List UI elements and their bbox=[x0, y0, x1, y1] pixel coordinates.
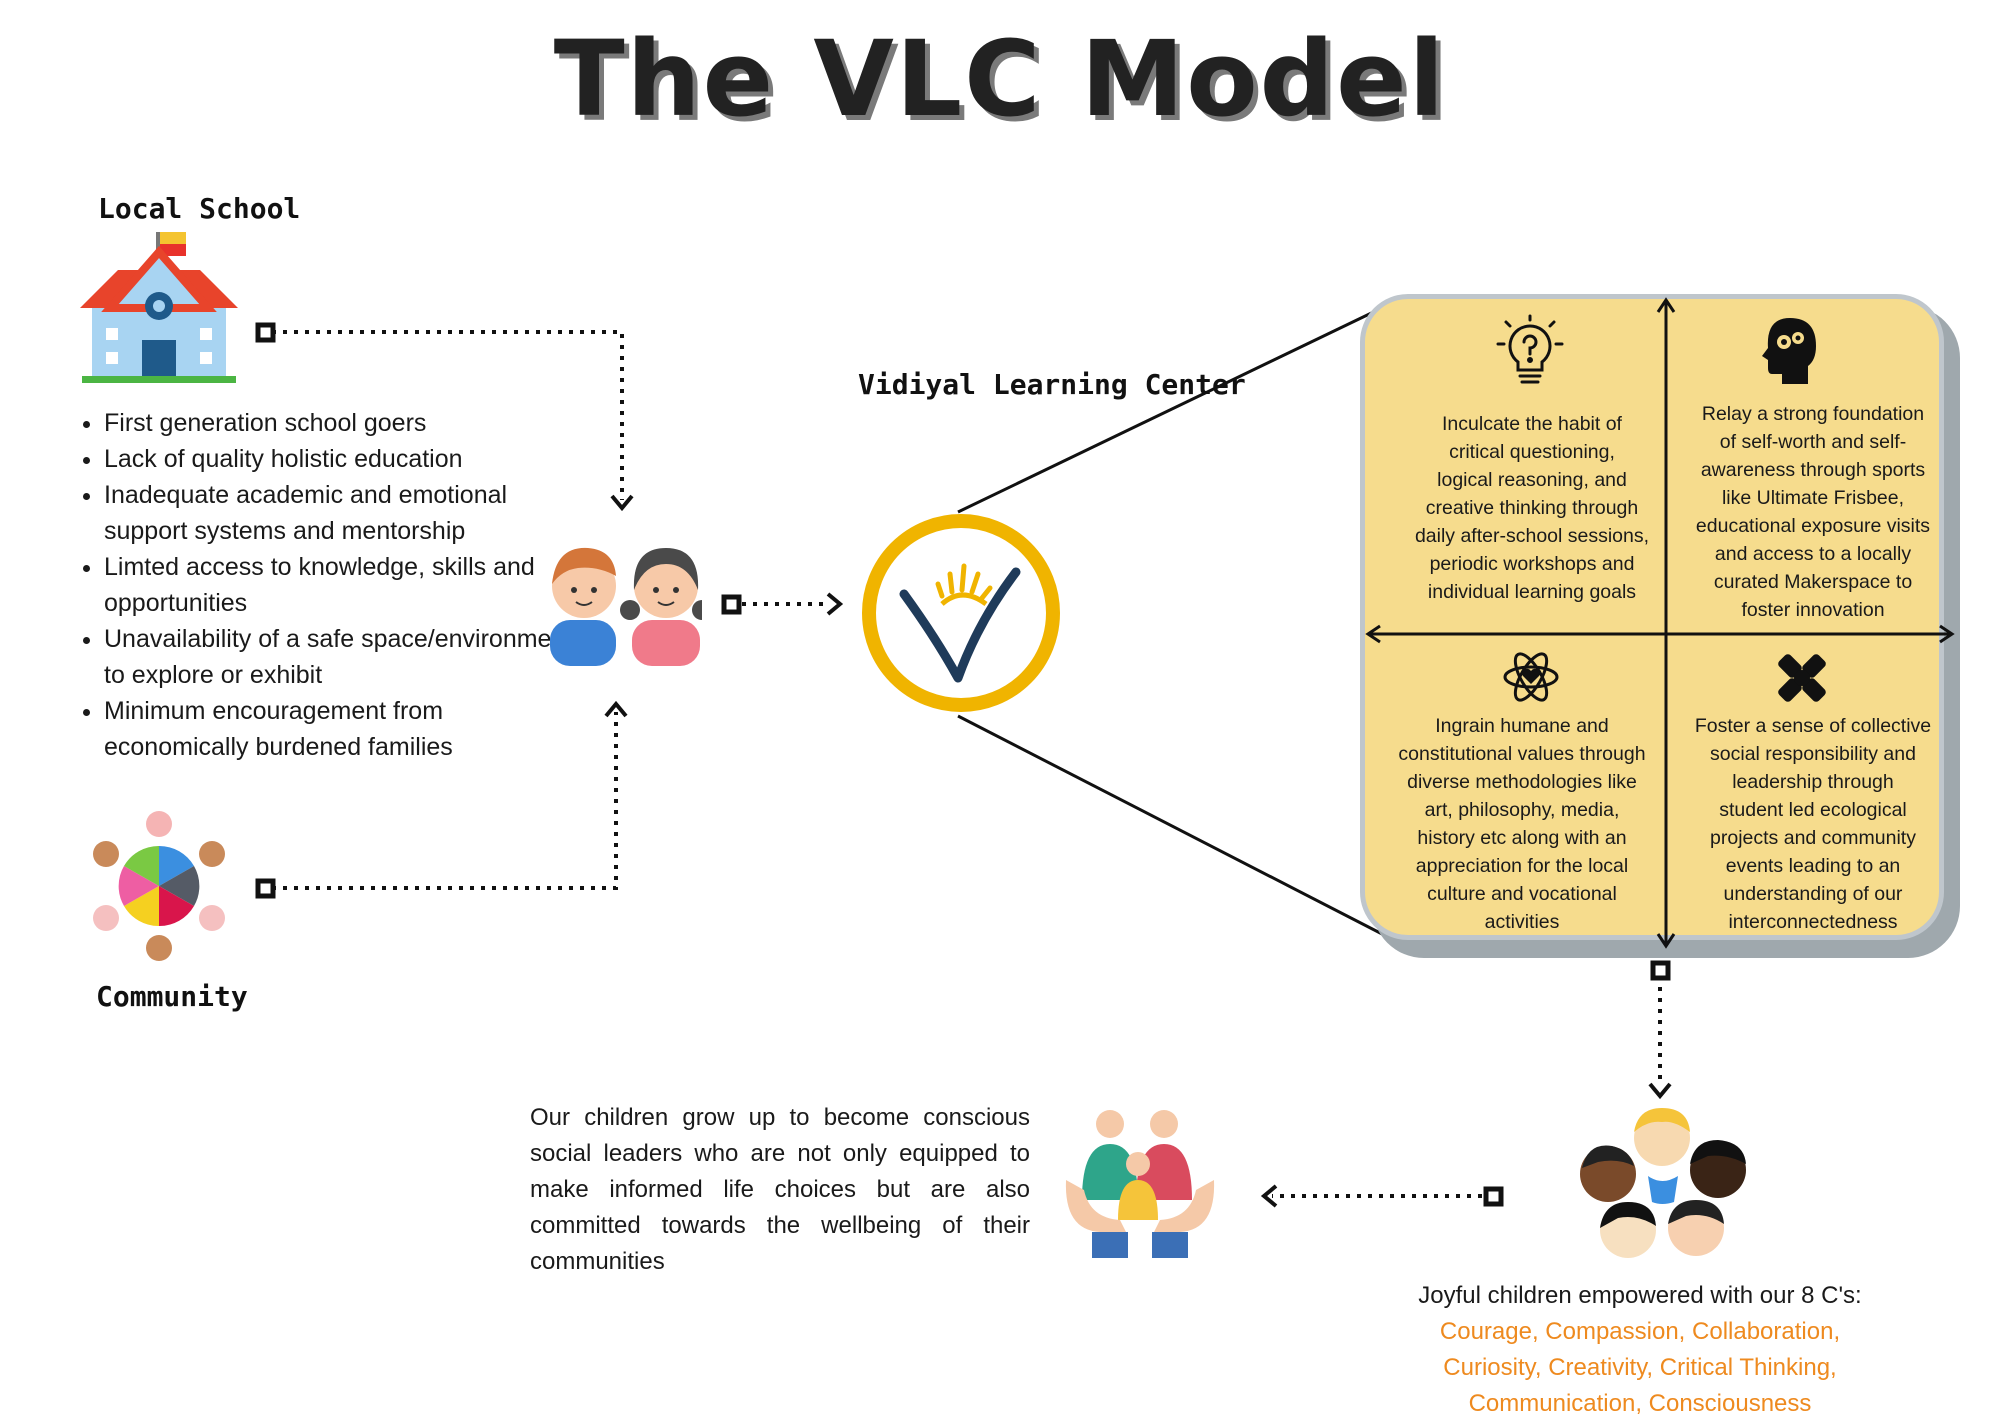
atom-heart-icon bbox=[1503, 652, 1559, 702]
vlc-quadrant-panel bbox=[1360, 294, 1944, 940]
list-item: First generation school goers bbox=[104, 405, 594, 441]
school-icon bbox=[80, 232, 238, 383]
lightbulb-question-icon bbox=[1496, 314, 1564, 384]
quadrant-top-right-text: Relay a strong foundation of self-worth … bbox=[1695, 403, 1931, 621]
eight-cs-line: Curiosity, Creativity, Critical Thinking… bbox=[1443, 1354, 1837, 1381]
eight-cs-text: Joyful children empowered with our 8 C's… bbox=[1360, 1278, 1920, 1422]
quadrant-axes bbox=[1365, 297, 1955, 949]
list-item: Minimum encouragement from economically … bbox=[104, 693, 594, 765]
vlc-logo-icon bbox=[862, 514, 1060, 712]
list-item: Limted access to knowledge, skills and o… bbox=[104, 549, 594, 621]
problems-list: First generation school goers Lack of qu… bbox=[70, 405, 594, 765]
outcome-text: Our children grow up to become conscious… bbox=[530, 1104, 1030, 1275]
list-item: Unavailability of a safe space/environme… bbox=[104, 621, 594, 693]
list-item: Inadequate academic and emotional suppor… bbox=[104, 477, 594, 549]
vlc-label: Vidiyal Learning Center bbox=[858, 368, 1246, 401]
community-to-children-connector bbox=[272, 712, 618, 890]
eight-cs-line: Courage, Compassion, Collaboration, bbox=[1439, 1318, 1841, 1345]
joined-hands-icon bbox=[1778, 654, 1826, 702]
eight-cs-intro: Joyful children empowered with our 8 C's… bbox=[1418, 1282, 1862, 1309]
quadrant-bottom-right-text: Foster a sense of collective social resp… bbox=[1694, 715, 1932, 933]
community-circle-icon bbox=[93, 811, 225, 961]
local-school-label: Local School bbox=[98, 192, 301, 225]
head-gears-icon bbox=[1762, 318, 1816, 384]
list-item: Lack of quality holistic education bbox=[104, 441, 594, 477]
eight-cs-line: Communication, Consciousness bbox=[1468, 1390, 1812, 1417]
family-hands-icon bbox=[1065, 1110, 1215, 1258]
children-icon bbox=[550, 547, 702, 666]
page-title: The VLC Model bbox=[553, 18, 1447, 140]
school-to-children-connector bbox=[272, 330, 624, 500]
joyful-children-icon bbox=[1580, 1108, 1746, 1258]
community-label: Community bbox=[96, 980, 248, 1013]
quadrant-bottom-left-text: Ingrain humane and constitutional values… bbox=[1398, 715, 1646, 933]
quadrant-top-left-text: Inculcate the habit of critical question… bbox=[1414, 413, 1650, 603]
